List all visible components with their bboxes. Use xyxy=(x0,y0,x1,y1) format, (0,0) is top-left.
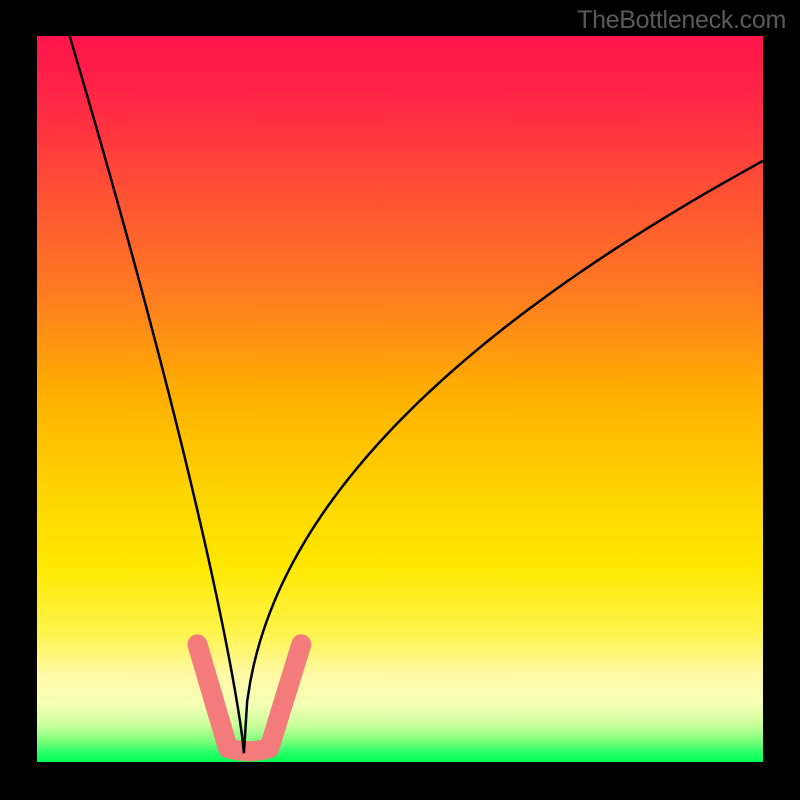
bottleneck-chart xyxy=(0,0,800,800)
gradient-plot-area xyxy=(37,36,763,762)
chart-container: TheBottleneck.com xyxy=(0,0,800,800)
watermark-label: TheBottleneck.com xyxy=(577,6,786,35)
